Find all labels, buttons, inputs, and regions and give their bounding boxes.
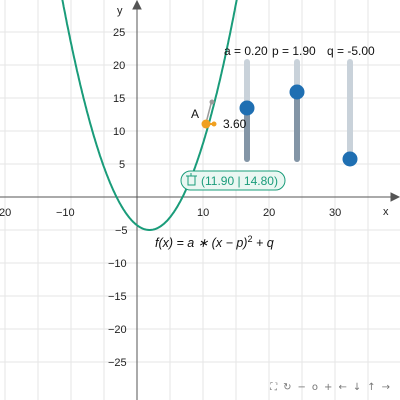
slider-q-label: q = -5.00: [327, 44, 375, 58]
zoom-out-button[interactable]: −: [297, 382, 306, 393]
y-tick-label: −15: [108, 291, 127, 303]
x-axis-arrow: [390, 192, 400, 202]
slider-p-knob[interactable]: [289, 84, 305, 100]
y-tick-label: 10: [113, 126, 125, 138]
point-a-label: A: [191, 107, 199, 121]
point-a-marker: [209, 99, 215, 105]
y-tick-label: 5: [119, 159, 125, 171]
pan-right-button[interactable]: →: [381, 382, 390, 393]
point-a-value: 3.60: [223, 117, 247, 131]
x-tick-label: 20: [0, 207, 11, 219]
pan-up-button[interactable]: ↑: [367, 382, 376, 393]
slider-a-label: a = 0.20: [224, 44, 268, 58]
slider-p-label: p = 1.90: [272, 44, 316, 58]
formula-body: = a ∗ (x − p): [173, 236, 247, 250]
pan-down-button[interactable]: ↓: [352, 382, 362, 393]
x-axis-label: x: [383, 206, 389, 218]
point-a-slider-end[interactable]: [211, 121, 217, 127]
zoom-in-button[interactable]: +: [324, 382, 333, 393]
point-a-group[interactable]: A 3.60: [191, 99, 247, 132]
y-tick-label: −25: [108, 357, 127, 369]
slider-p[interactable]: p = 1.90: [272, 44, 316, 162]
y-tick-labels: 25 20 15 10 5 −5 −10 −15 −20 −25: [108, 27, 128, 369]
x-tick-label: 20: [263, 207, 275, 219]
y-tick-label: −10: [108, 258, 127, 270]
coordinate-text: (11.90 | 14.80): [201, 174, 278, 188]
formula-fname: f(x): [155, 236, 173, 250]
y-tick-label: 20: [113, 60, 125, 72]
parabola-curve[interactable]: [5, 0, 268, 231]
slider-q-knob[interactable]: [342, 151, 358, 167]
zoom-reset-button[interactable]: o: [311, 382, 319, 393]
function-formula: f(x) = a ∗ (x − p)2 + q: [155, 234, 274, 250]
x-tick-label: −10: [56, 207, 75, 219]
navigation-bar: ⛶ ↻ − o + ← ↓ ↑ →: [270, 382, 390, 394]
x-tick-label: 30: [329, 207, 341, 219]
copy-icon[interactable]: [186, 173, 197, 186]
y-tick-label: −5: [115, 225, 128, 237]
point-a[interactable]: [201, 119, 211, 129]
slider-a-knob[interactable]: [239, 100, 255, 116]
formula-tail: + q: [252, 236, 273, 250]
y-tick-label: 15: [113, 93, 125, 105]
formula-exponent: 2: [247, 234, 252, 244]
x-tick-labels: 20 −10 10 20 30: [0, 207, 341, 219]
coordinate-box[interactable]: (11.90 | 14.80): [180, 170, 286, 191]
fullscreen-icon[interactable]: ⛶: [270, 382, 278, 393]
slider-a[interactable]: a = 0.20: [224, 44, 268, 162]
reset-icon[interactable]: ↻: [283, 382, 292, 393]
y-tick-label: 25: [113, 27, 125, 39]
pan-left-button[interactable]: ←: [338, 382, 347, 393]
y-axis-arrow: [132, 0, 142, 10]
y-axis-label: y: [117, 5, 123, 17]
x-tick-label: 10: [197, 207, 209, 219]
slider-q[interactable]: q = -5.00: [327, 44, 375, 167]
y-tick-label: −20: [108, 324, 127, 336]
